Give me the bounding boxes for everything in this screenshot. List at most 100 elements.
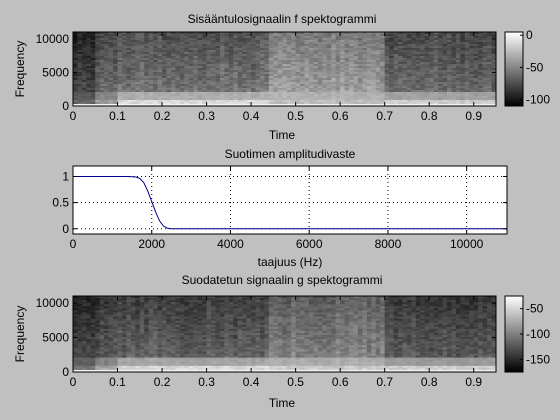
heatmap-cell <box>487 58 493 61</box>
heatmap-cell <box>211 304 217 307</box>
heatmap-cell <box>211 322 217 326</box>
heatmap-cell <box>73 367 79 371</box>
heatmap-cell <box>393 74 399 77</box>
heatmap-cell <box>331 36 337 39</box>
heatmap-cell <box>139 353 145 357</box>
heatmap-cell <box>148 359 154 363</box>
heatmap-cell <box>420 36 426 39</box>
heatmap-cell <box>148 369 154 372</box>
heatmap-cell <box>170 36 177 39</box>
heatmap-cell <box>162 84 168 87</box>
heatmap-cell <box>362 68 368 71</box>
heatmap-cell <box>144 349 150 353</box>
heatmap-cell <box>219 341 225 344</box>
heatmap-cell <box>295 44 301 47</box>
heatmap-cell <box>295 32 301 35</box>
heatmap-cell <box>233 60 239 63</box>
heatmap-cell <box>291 78 297 81</box>
heatmap-cell <box>255 56 261 59</box>
heatmap-cell <box>166 324 172 328</box>
heatmap-cell <box>424 78 430 81</box>
heatmap-cell <box>331 56 337 59</box>
heatmap-cell <box>139 40 145 43</box>
heatmap-cell <box>108 82 114 85</box>
heatmap-cell <box>197 330 203 334</box>
heatmap-cell <box>135 96 141 99</box>
heatmap-cell <box>389 64 395 67</box>
heatmap-cell <box>411 32 417 35</box>
heatmap-cell <box>282 58 288 61</box>
heatmap-cell <box>433 42 439 45</box>
heatmap-cell <box>295 100 301 103</box>
heatmap-cell <box>170 96 177 99</box>
heatmap-cell <box>153 84 159 87</box>
heatmap-cell <box>117 98 123 101</box>
heatmap-cell <box>242 40 248 43</box>
heatmap-cell <box>295 54 301 57</box>
heatmap-cell <box>206 322 212 326</box>
heatmap-cell <box>349 86 355 89</box>
heatmap-cell <box>406 98 412 101</box>
heatmap-cell <box>206 102 212 105</box>
heatmap-cell <box>90 78 96 81</box>
heatmap-cell <box>273 98 279 101</box>
heatmap-cell <box>415 104 421 106</box>
heatmap-cell <box>166 72 172 75</box>
heatmap-cell <box>162 58 168 61</box>
heatmap-cell <box>344 40 350 43</box>
heatmap-cell <box>215 367 221 371</box>
heatmap-cell <box>335 70 341 73</box>
heatmap-cell <box>117 353 123 357</box>
heatmap-cell <box>99 345 105 348</box>
heatmap-cell <box>153 355 159 359</box>
heatmap-cell <box>184 335 190 338</box>
heatmap-cell <box>286 88 292 91</box>
heatmap-cell <box>420 94 426 97</box>
heatmap-cell <box>384 58 390 61</box>
heatmap-cell <box>246 44 252 47</box>
heatmap-cell <box>282 68 288 71</box>
heatmap-cell <box>188 36 194 39</box>
heatmap-cell <box>264 56 270 59</box>
heatmap-cell <box>193 46 199 49</box>
heatmap-cell <box>273 78 279 81</box>
heatmap-cell <box>455 44 461 47</box>
heatmap-cell <box>148 318 154 322</box>
heatmap-cell <box>202 56 208 59</box>
heatmap-cell <box>135 337 141 340</box>
heatmap-cell <box>335 88 341 91</box>
heatmap-cell <box>487 64 493 67</box>
heatmap-cell <box>184 347 190 351</box>
heatmap-cell <box>206 54 212 57</box>
heatmap-cell <box>73 308 79 311</box>
heatmap-cell <box>170 300 177 303</box>
heatmap-cell <box>153 82 159 85</box>
heatmap-cell <box>193 316 199 320</box>
heatmap-cell <box>166 332 172 336</box>
heatmap-cell <box>353 46 359 49</box>
heatmap-cell <box>268 94 274 97</box>
heatmap-cell <box>126 100 132 103</box>
heatmap-cell <box>95 359 101 363</box>
heatmap-cell <box>260 94 266 97</box>
heatmap-cell <box>193 78 199 81</box>
heatmap-cell <box>424 70 430 73</box>
heatmap-cell <box>162 44 168 47</box>
heatmap-cell <box>179 322 185 326</box>
heatmap-cell <box>184 84 190 87</box>
heatmap-cell <box>353 86 359 89</box>
heatmap-cell <box>362 42 368 45</box>
heatmap-cell <box>144 82 150 85</box>
heatmap-cell <box>464 104 470 106</box>
heatmap-cell <box>108 52 114 55</box>
heatmap-cell <box>170 318 177 322</box>
heatmap-cell <box>108 367 114 371</box>
heatmap-cell <box>362 70 368 73</box>
heatmap-cell <box>420 32 426 35</box>
heatmap-cell <box>95 332 101 336</box>
heatmap-cell <box>86 332 92 336</box>
heatmap-cell <box>77 304 83 307</box>
heatmap-cell <box>357 74 364 77</box>
heatmap-cell <box>308 52 315 55</box>
